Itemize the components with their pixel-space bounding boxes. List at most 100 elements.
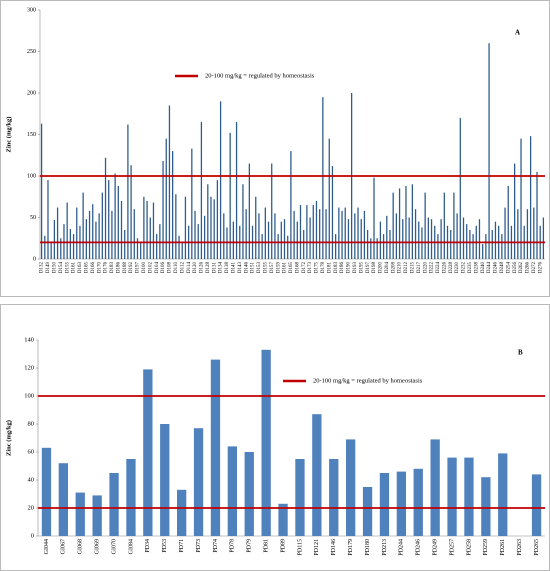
bar [280, 221, 282, 259]
x-tick-label: D276 [538, 262, 543, 274]
bar [72, 234, 75, 259]
bar [219, 101, 222, 259]
x-tick-label: D220 [423, 262, 428, 274]
bar [152, 202, 155, 259]
bar [491, 229, 493, 259]
bar [354, 213, 356, 259]
bar [50, 242, 52, 259]
bar [396, 471, 406, 536]
x-tick-label: PD79 [247, 539, 253, 553]
x-tick-label: D195 [359, 262, 364, 274]
bar [47, 180, 49, 259]
x-tick-label: D166 [91, 262, 96, 274]
bar [191, 148, 193, 259]
bar [114, 173, 116, 259]
x-tick-label: GI069 [95, 539, 101, 554]
bar [402, 219, 404, 259]
x-tick-label: D131 [212, 262, 217, 274]
bar [341, 210, 343, 259]
legend-label: 20-100 mg/kg = regulated by homeostasis [313, 377, 423, 384]
x-tick-label: D100 [142, 262, 147, 274]
bar [82, 192, 84, 259]
x-tick-label: D120 [193, 262, 198, 274]
x-tick-label: D104 [155, 262, 160, 274]
x-tick-label: D232 [462, 262, 467, 274]
bar [95, 221, 97, 259]
y-axis-title: Zinc (mg/kg) [5, 420, 12, 456]
bar [366, 229, 369, 259]
y-tick-label: 60 [28, 448, 35, 455]
x-tick-label: D192 [129, 262, 134, 274]
x-tick-label: D266 [526, 262, 531, 274]
bar [98, 213, 100, 259]
bar [531, 474, 542, 536]
x-tick-label: D188 [123, 262, 128, 274]
x-tick-label: D230 [455, 262, 460, 274]
x-tick-label: D153 [257, 262, 262, 274]
bar [293, 210, 295, 259]
bar [296, 221, 298, 259]
bar [322, 97, 324, 260]
bar [66, 202, 68, 259]
bar [357, 207, 359, 259]
x-tick-label: D173 [308, 262, 313, 274]
x-tick-label: D155 [263, 262, 268, 274]
bar [287, 235, 289, 259]
x-tick-label: D272 [532, 262, 537, 274]
bar [494, 221, 497, 259]
x-tick-label: D262 [519, 262, 524, 274]
panel-label: B [518, 349, 523, 357]
x-tick-label: D150 [53, 262, 58, 274]
x-tick-label: D204 [385, 262, 390, 274]
bar [229, 132, 231, 259]
bar [41, 447, 52, 536]
bar [295, 459, 305, 536]
x-tick-label: D217 [417, 262, 422, 274]
bar [172, 151, 174, 259]
bar [101, 192, 103, 259]
x-tick-label: D208 [391, 262, 396, 274]
bar [335, 234, 337, 259]
bar [207, 184, 209, 259]
x-tick-label: D161 [283, 262, 288, 274]
bar [143, 196, 145, 259]
bar [184, 196, 187, 259]
bar [338, 207, 340, 259]
bar [175, 194, 177, 259]
bar [40, 123, 43, 260]
x-tick-label: D240 [481, 262, 486, 274]
bar [223, 213, 225, 259]
y-tick-label: 120 [24, 364, 34, 371]
bar [363, 210, 366, 259]
x-tick-label: PD121 [314, 539, 320, 556]
x-tick-label: D228 [449, 262, 454, 274]
bar [261, 234, 263, 259]
bar [203, 215, 206, 259]
bar [312, 205, 314, 259]
bar [507, 185, 509, 259]
bar [210, 359, 221, 536]
x-tick-label: PD244 [399, 539, 405, 556]
bar [194, 210, 196, 259]
bar [481, 477, 491, 536]
x-tick-label: D165 [289, 262, 294, 274]
x-tick-label: PD179 [348, 539, 354, 556]
bar [216, 180, 219, 259]
x-tick-label: D190 [347, 262, 352, 274]
bar [127, 124, 129, 259]
x-tick-label: D246 [494, 262, 499, 274]
bar [517, 209, 519, 259]
bar [248, 163, 250, 259]
x-tick-label: D165 [84, 262, 89, 274]
bar [255, 196, 257, 259]
x-tick-label: PD73 [196, 539, 202, 553]
x-tick-label: PD213 [382, 539, 388, 556]
bar [408, 217, 410, 259]
bar [533, 207, 535, 259]
y-axis-title: Zinc (mg/kg) [5, 117, 12, 153]
bar [437, 234, 439, 259]
x-tick-label: PD71 [179, 539, 185, 553]
x-tick-label: PD249 [433, 539, 439, 556]
bar [379, 221, 382, 259]
